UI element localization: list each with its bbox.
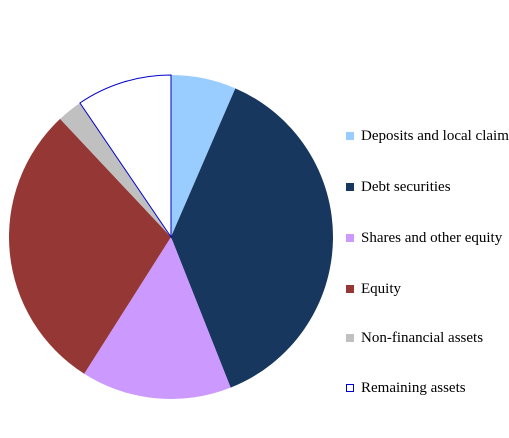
legend-label-deposits: Deposits and local claims: [361, 128, 509, 144]
pie-slice-deposits: [171, 75, 236, 237]
legend-item-equity: Equity: [346, 280, 509, 299]
pie-slice-shares: [84, 237, 231, 399]
pie-slice-non-financial: [60, 103, 171, 237]
legend-swatch-non-financial: [346, 334, 354, 342]
legend-label-equity: Equity: [361, 281, 401, 297]
legend-label-non-financial: Non-financial assets: [361, 330, 484, 346]
legend-label-debt-securities: Debt securities: [361, 179, 451, 195]
legend-swatch-remaining: [346, 384, 354, 392]
legend-swatch-deposits: [346, 132, 354, 140]
legend-label-remaining: Remaining assets: [361, 380, 466, 396]
legend-item-deposits: Deposits and local claims: [346, 127, 509, 146]
legend-item-non-financial: Non-financial assets: [346, 329, 509, 348]
legend-item-remaining: Remaining assets: [346, 379, 509, 398]
legend-item-debt-securities: Debt securities: [346, 178, 509, 197]
legend-swatch-debt-securities: [346, 183, 354, 191]
legend-swatch-shares: [346, 234, 354, 242]
legend-item-shares: Shares and other equity: [346, 229, 509, 248]
legend-label-shares: Shares and other equity: [361, 230, 503, 246]
legend-swatch-equity: [346, 285, 354, 293]
pie-slice-remaining: [79, 74, 172, 239]
pie-slice-equity: [9, 118, 171, 374]
pie-slices: [9, 74, 334, 399]
pie-slice-debt-securities: [171, 88, 334, 388]
